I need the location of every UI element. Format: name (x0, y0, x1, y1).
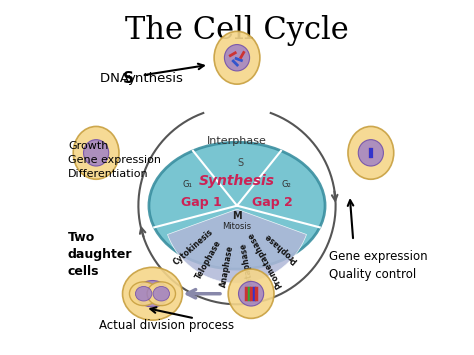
Ellipse shape (122, 267, 182, 320)
Ellipse shape (129, 282, 158, 306)
Text: Prophase: Prophase (262, 231, 299, 264)
Text: G₁: G₁ (183, 180, 192, 189)
Text: The Cell Cycle: The Cell Cycle (125, 16, 349, 47)
Text: M: M (232, 211, 242, 221)
Text: Growth
Gene expression
Differentiation: Growth Gene expression Differentiation (68, 141, 161, 179)
Text: S: S (122, 71, 134, 86)
Text: DNA: DNA (100, 72, 133, 86)
Text: Prometaphase: Prometaphase (246, 230, 284, 290)
Ellipse shape (214, 31, 260, 84)
Text: Anaphase: Anaphase (219, 245, 235, 288)
Text: Interphase: Interphase (207, 136, 267, 146)
Ellipse shape (147, 282, 175, 306)
Text: G₂: G₂ (282, 180, 291, 189)
Text: Actual division process: Actual division process (99, 319, 234, 332)
Text: Cytokinesis: Cytokinesis (172, 228, 215, 267)
Ellipse shape (73, 126, 119, 179)
Text: ynthesis: ynthesis (128, 72, 184, 86)
Ellipse shape (238, 282, 264, 306)
Ellipse shape (149, 142, 325, 269)
Text: Gap 1: Gap 1 (182, 196, 222, 209)
Ellipse shape (358, 140, 383, 166)
Text: S: S (237, 158, 244, 168)
Text: Gap 2: Gap 2 (252, 196, 292, 209)
Wedge shape (167, 209, 307, 283)
Ellipse shape (228, 269, 274, 318)
Ellipse shape (224, 44, 250, 71)
Text: Two
daughter
cells: Two daughter cells (68, 231, 132, 278)
Text: Metaphase: Metaphase (238, 242, 255, 291)
Text: Telophase: Telophase (194, 239, 223, 281)
Ellipse shape (153, 286, 170, 301)
Ellipse shape (136, 280, 169, 307)
Text: Mitosis: Mitosis (222, 222, 252, 231)
Ellipse shape (348, 126, 394, 179)
Text: Gene expression
Quality control: Gene expression Quality control (328, 250, 427, 281)
Ellipse shape (83, 140, 109, 166)
Ellipse shape (136, 286, 152, 301)
Text: Synthesis: Synthesis (199, 174, 275, 188)
